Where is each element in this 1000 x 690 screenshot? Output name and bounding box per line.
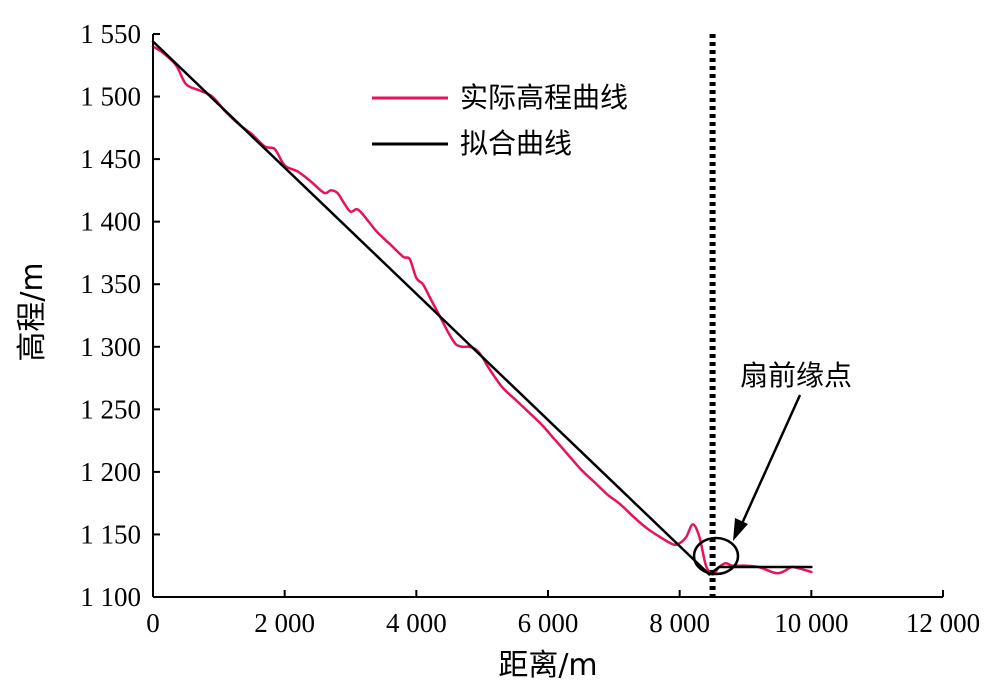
x-tick-label: 12 000 (906, 608, 980, 638)
axes (152, 34, 943, 598)
x-tick-label: 2 000 (254, 608, 315, 638)
series-line-fitted (151, 40, 813, 576)
y-tick-label: 1 550 (80, 19, 141, 49)
x-axis-title: 距离/m (498, 648, 597, 683)
y-tick-label: 1 300 (80, 332, 141, 362)
y-tick-label: 1 500 (80, 82, 141, 112)
y-tick-label: 1 400 (80, 207, 141, 237)
x-tick-label: 6 000 (518, 608, 579, 638)
y-axis-title: 高程/m (15, 262, 50, 361)
legend-label-actual: 实际高程曲线 (460, 81, 628, 114)
y-tick-label: 1 100 (80, 582, 141, 612)
plot-area (151, 34, 813, 597)
y-tick-label: 1 250 (80, 394, 141, 424)
x-axis-ticks: 0 2 000 4 000 6 000 8 000 10 000 12 000 (146, 590, 980, 638)
legend-label-fit: 拟合曲线 (460, 127, 572, 160)
annotation-arrow-line (738, 394, 802, 529)
y-tick-label: 1 450 (80, 144, 141, 174)
x-tick-label: 8 000 (649, 608, 710, 638)
y-axis-ticks: 1 100 1 150 1 200 1 250 1 300 1 350 1 400 1 450… (80, 19, 160, 612)
y-tick-label: 1 350 (80, 269, 141, 299)
fan-front-annotation: 扇前缘点 (692, 359, 852, 576)
x-tick-label: 0 (146, 608, 160, 638)
y-tick-label: 1 150 (80, 519, 141, 549)
x-tick-label: 10 000 (774, 608, 848, 638)
y-tick-label: 1 200 (80, 457, 141, 487)
x-tick-label: 4 000 (386, 608, 447, 638)
annotation-circle (692, 536, 740, 576)
annotation-label: 扇前缘点 (740, 359, 852, 392)
annotation-arrow-head (733, 518, 748, 541)
legend: 实际高程曲线 拟合曲线 (372, 81, 628, 160)
